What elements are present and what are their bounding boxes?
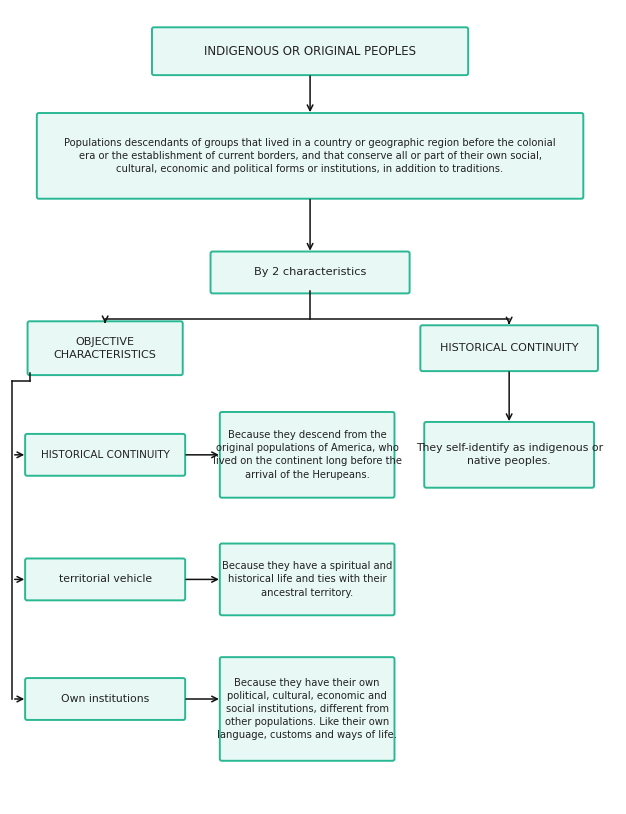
FancyBboxPatch shape: [25, 678, 185, 720]
FancyBboxPatch shape: [25, 434, 185, 475]
Text: HISTORICAL CONTINUITY: HISTORICAL CONTINUITY: [41, 450, 170, 460]
Text: Because they have their own
political, cultural, economic and
social institution: Because they have their own political, c…: [217, 677, 397, 741]
FancyBboxPatch shape: [220, 412, 394, 497]
Text: Because they have a spiritual and
historical life and ties with their
ancestral : Because they have a spiritual and histor…: [222, 561, 393, 597]
Text: HISTORICAL CONTINUITY: HISTORICAL CONTINUITY: [440, 344, 578, 353]
FancyBboxPatch shape: [25, 558, 185, 601]
FancyBboxPatch shape: [420, 326, 598, 371]
Text: territorial vehicle: territorial vehicle: [59, 575, 151, 584]
FancyBboxPatch shape: [152, 28, 468, 75]
Text: Populations descendants of groups that lived in a country or geographic region b: Populations descendants of groups that l…: [64, 138, 556, 174]
FancyBboxPatch shape: [37, 113, 583, 199]
FancyBboxPatch shape: [28, 322, 183, 375]
Text: Own institutions: Own institutions: [61, 694, 149, 704]
Text: They self-identify as indigenous or
native peoples.: They self-identify as indigenous or nati…: [416, 444, 603, 466]
FancyBboxPatch shape: [220, 657, 394, 761]
FancyBboxPatch shape: [210, 252, 409, 293]
Text: OBJECTIVE
CHARACTERISTICS: OBJECTIVE CHARACTERISTICS: [54, 337, 156, 360]
FancyBboxPatch shape: [424, 422, 594, 488]
Text: By 2 characteristics: By 2 characteristics: [254, 268, 366, 278]
FancyBboxPatch shape: [220, 544, 394, 615]
Text: Because they descend from the
original populations of America, who
lived on the : Because they descend from the original p…: [213, 430, 402, 479]
Text: INDIGENOUS OR ORIGINAL PEOPLES: INDIGENOUS OR ORIGINAL PEOPLES: [204, 45, 416, 58]
